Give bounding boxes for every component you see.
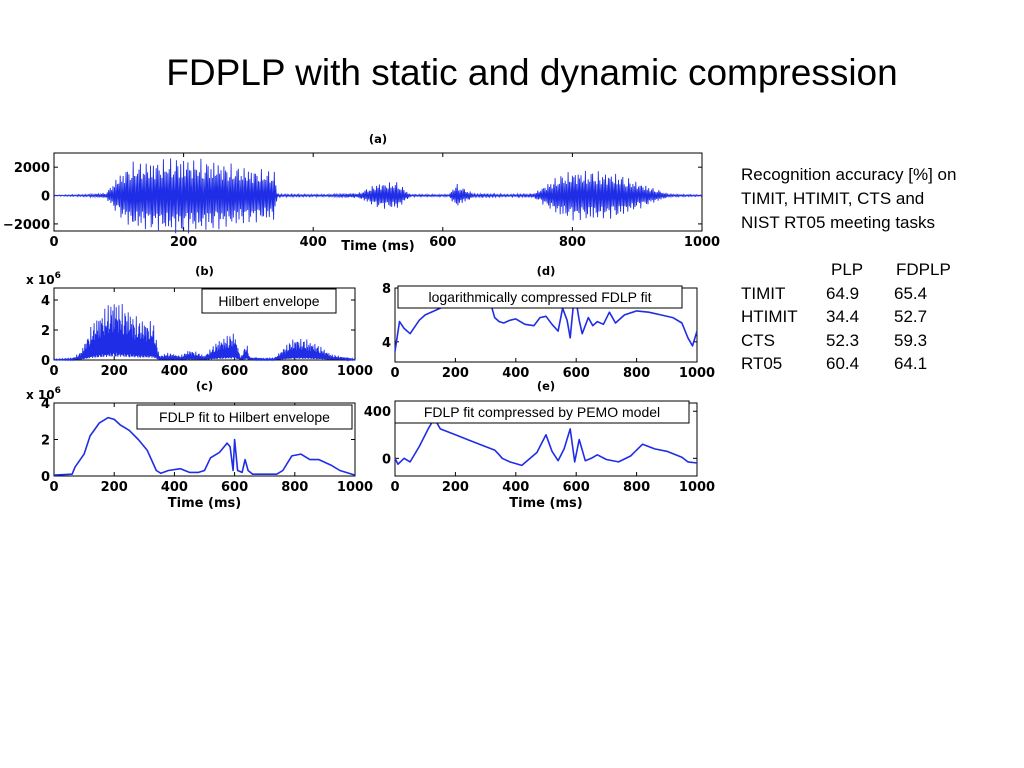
x-tick-label: 200	[101, 364, 128, 379]
annotation-box	[136, 404, 353, 430]
table-cell: 34.4	[826, 307, 860, 326]
x-tick-label: 200	[442, 366, 469, 381]
panel-title: (d)	[537, 264, 556, 278]
y-tick-label: 4	[41, 397, 50, 412]
x-tick-label: 800	[559, 235, 586, 250]
x-tick-label: 0	[390, 480, 399, 495]
y-exponent-label: x 106	[26, 386, 61, 402]
y-exponent-power: 6	[55, 386, 61, 396]
y-tick-label: 2	[41, 434, 50, 449]
x-tick-label: 1000	[679, 480, 715, 495]
x-tick-label: 1000	[337, 364, 373, 379]
panel-title: (a)	[369, 132, 387, 146]
table-cell: 52.7	[894, 307, 928, 326]
x-tick-label: 800	[623, 480, 650, 495]
series-line	[394, 417, 698, 467]
x-tick-label: 200	[101, 480, 128, 495]
x-tick-label: 600	[563, 366, 590, 381]
y-tick-label: 8	[382, 282, 391, 297]
table-cell: RT05	[741, 354, 783, 373]
table-header-cell: FDPLP	[896, 260, 951, 279]
panel-title: (e)	[537, 379, 555, 393]
description-line: NIST RT05 meeting tasks	[741, 213, 936, 232]
slide-title: FDPLP with static and dynamic compressio…	[166, 52, 898, 93]
x-tick-label: 0	[49, 480, 58, 495]
x-tick-label: 800	[623, 366, 650, 381]
annotation-label: FDLP fit compressed by PEMO model	[424, 404, 660, 420]
y-tick-label: 400	[364, 405, 391, 420]
x-tick-label: 200	[170, 235, 197, 250]
signal-waveform	[53, 303, 356, 362]
x-tick-label: 600	[221, 364, 248, 379]
table-cell: HTIMIT	[741, 307, 798, 326]
table-cell: 60.4	[826, 354, 860, 373]
description-line: Recognition accuracy [%] on	[741, 165, 957, 184]
series-line	[394, 300, 698, 352]
plot-frame	[53, 287, 356, 361]
panel-title: (c)	[196, 379, 213, 393]
x-tick-label: 800	[281, 364, 308, 379]
signal-waveform	[53, 158, 703, 234]
x-tick-label: 400	[502, 366, 529, 381]
x-tick-label: 200	[442, 480, 469, 495]
y-tick-label: 0	[41, 470, 50, 485]
table-cell: 64.1	[894, 354, 928, 373]
y-tick-label: 4	[382, 336, 391, 351]
y-tick-label: 2000	[14, 161, 50, 176]
x-tick-label: 0	[390, 366, 399, 381]
x-tick-label: 600	[563, 480, 590, 495]
y-tick-label: 0	[41, 354, 50, 369]
x-tick-label: 800	[281, 480, 308, 495]
table-cell: 65.4	[894, 283, 928, 303]
y-tick-label: 0	[41, 190, 50, 205]
table-cell: 64.9	[826, 283, 860, 303]
y-tick-label: 0	[382, 452, 391, 467]
x-axis-label: Time (ms)	[168, 496, 241, 511]
table-header-cell: PLP	[831, 260, 864, 279]
x-tick-label: 1000	[337, 480, 373, 495]
annotation-label: FDLP fit to Hilbert envelope	[159, 409, 330, 425]
description-line: TIMIT, HTIMIT, CTS and	[741, 189, 925, 208]
x-tick-label: 0	[49, 235, 58, 250]
x-tick-label: 600	[221, 480, 248, 495]
table-cell: TIMIT	[741, 283, 786, 303]
y-exponent-power: 6	[55, 271, 61, 281]
x-tick-label: 1000	[684, 235, 720, 250]
annotation-box	[201, 288, 337, 314]
x-tick-label: 400	[161, 480, 188, 495]
y-tick-label: 4	[41, 294, 50, 309]
x-tick-label: 400	[161, 364, 188, 379]
annotation-box	[394, 400, 690, 424]
x-tick-label: 400	[300, 235, 327, 250]
annotation-box	[397, 285, 683, 309]
x-tick-label: 400	[502, 480, 529, 495]
series-line	[53, 416, 356, 476]
annotation-label: Hilbert envelope	[218, 293, 319, 309]
y-exponent-label: x 106	[26, 271, 61, 287]
accuracy-description: Recognition accuracy [%] on TIMIT, HTIMI…	[741, 163, 1011, 235]
y-tick-label: 2	[41, 324, 50, 339]
y-tick-label: −2000	[3, 218, 50, 233]
x-axis-label: Time (ms)	[341, 239, 414, 254]
x-tick-label: 600	[429, 235, 456, 250]
x-tick-label: 1000	[679, 366, 715, 381]
x-axis-label: Time (ms)	[509, 496, 582, 511]
plot-frame	[53, 152, 703, 232]
table-cell: 59.3	[894, 330, 928, 350]
table-cell: 52.3	[826, 330, 860, 350]
table-cell: CTS	[741, 330, 775, 350]
x-tick-label: 0	[49, 364, 58, 379]
annotation-label: logarithmically compressed FDLP fit	[428, 289, 651, 305]
panel-title: (b)	[195, 264, 214, 278]
